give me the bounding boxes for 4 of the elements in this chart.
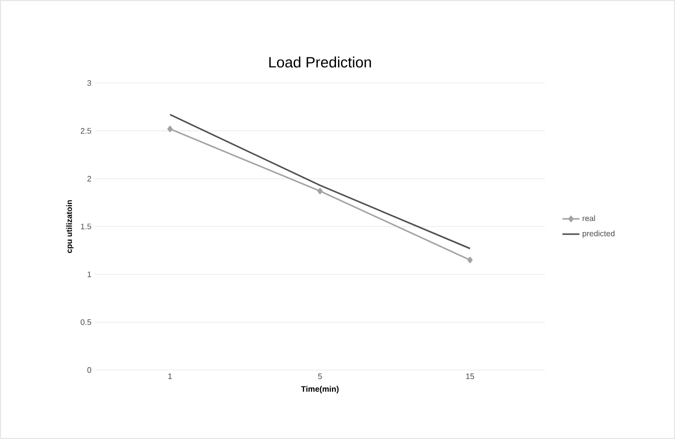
point	[167, 126, 173, 132]
point	[467, 256, 473, 264]
point	[317, 188, 323, 194]
chart-title: Load Prediction	[269, 56, 371, 68]
